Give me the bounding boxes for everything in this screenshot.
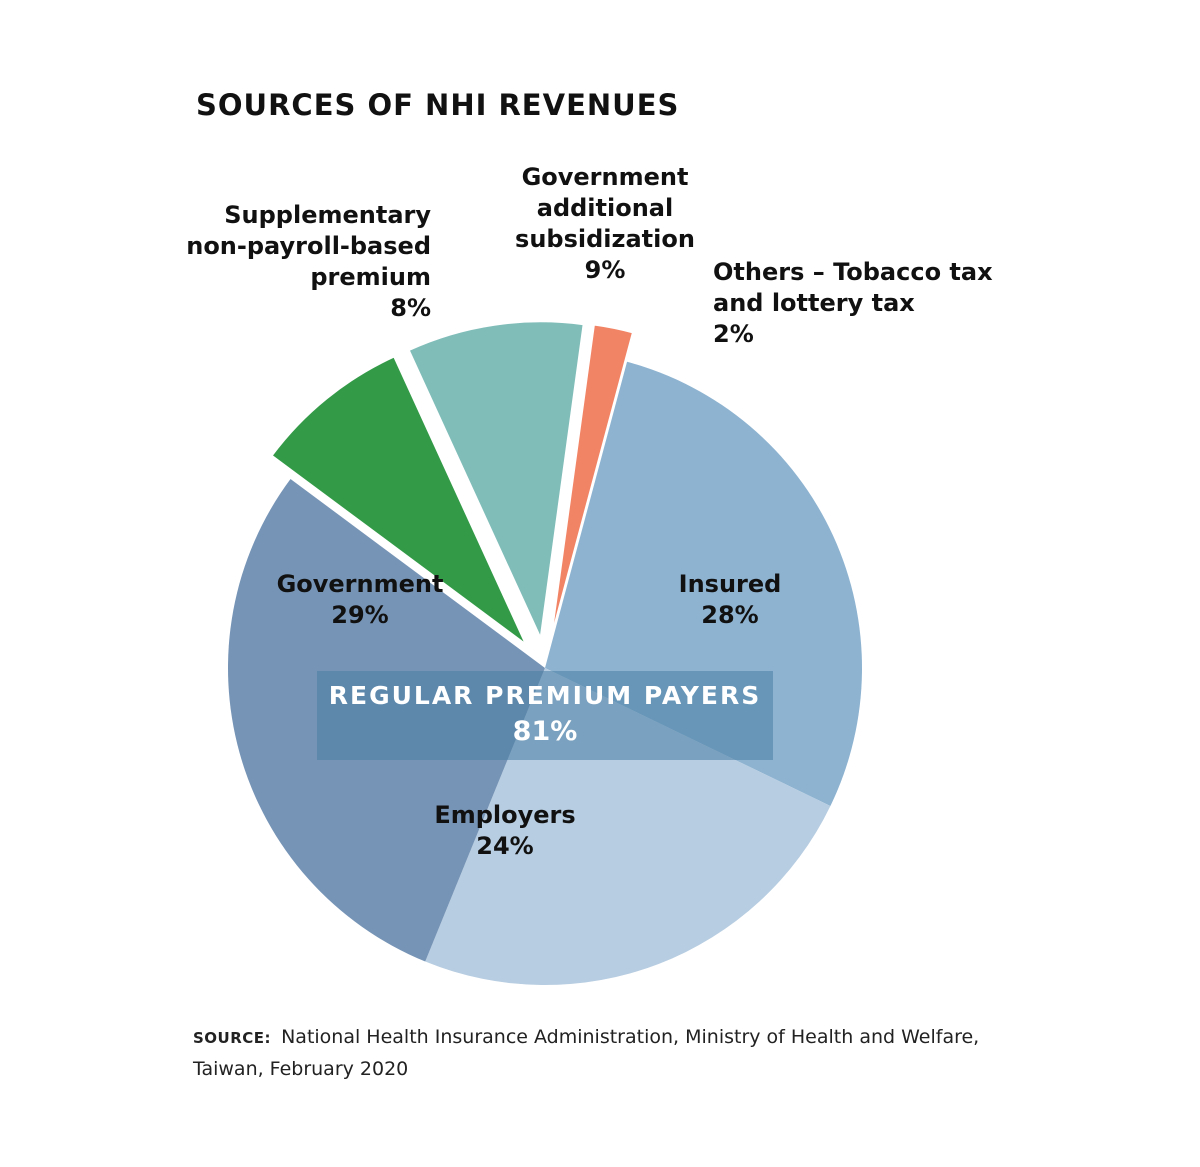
source-tag: SOURCE:	[193, 1029, 272, 1047]
slice-label-subsidization: Government additional subsidization 9%	[515, 163, 695, 284]
pie-slice-government-additional-subsidization	[407, 320, 585, 642]
slice-label-supplementary: Supplementary non-payroll-based premium …	[186, 201, 431, 322]
regular-premium-payers-box	[317, 671, 773, 760]
pie-slice-others-tobacco-tax-and-lottery-tax	[549, 323, 635, 639]
regular-premium-payers-label: REGULAR PREMIUM PAYERS 81%	[317, 678, 773, 750]
slice-label-employers: Employers 24%	[434, 801, 576, 860]
source-text: National Health Insurance Administration…	[193, 1026, 980, 1080]
slice-label-others: Others – Tobacco tax and lottery tax 2%	[713, 258, 993, 348]
group-value: 81%	[512, 716, 578, 747]
chart-title: SOURCES OF NHI REVENUES	[196, 88, 680, 122]
slice-label-government: Government 29%	[276, 570, 444, 629]
group-name: REGULAR PREMIUM PAYERS	[328, 681, 762, 710]
pie-slice-supplementary-non-payroll-based-premium	[270, 355, 528, 646]
slice-label-insured: Insured 28%	[678, 570, 782, 629]
source-note: SOURCE: National Health Insurance Admini…	[193, 1022, 1033, 1085]
